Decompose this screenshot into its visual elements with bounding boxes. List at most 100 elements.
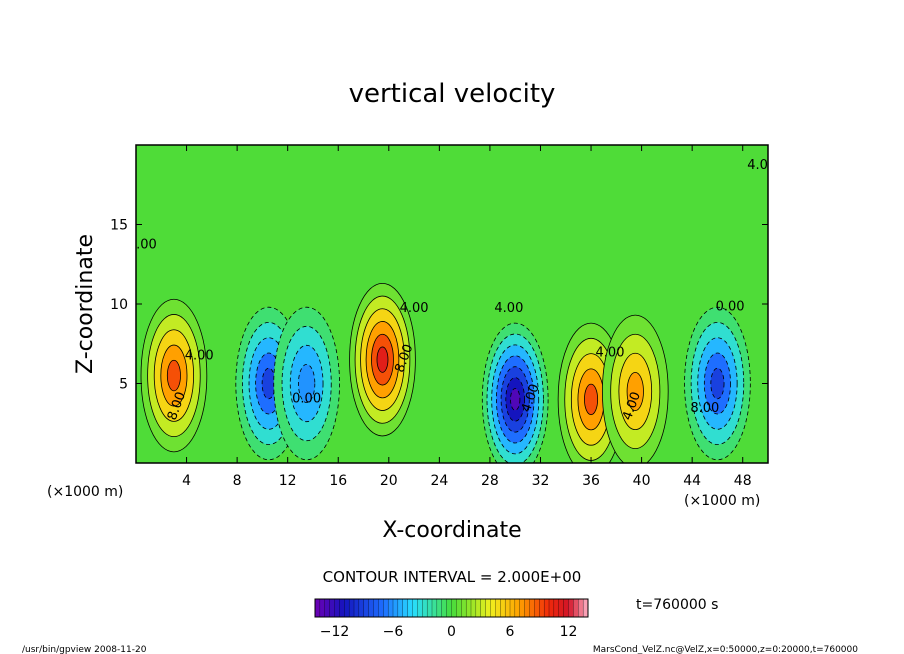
colorbar-swatch bbox=[339, 598, 345, 618]
contour-interval-text: CONTOUR INTERVAL = 2.000E+00 bbox=[323, 568, 582, 586]
colorbar-swatch bbox=[451, 598, 457, 618]
x-tick-label: 36 bbox=[582, 473, 600, 489]
colorbar-swatch bbox=[383, 598, 389, 618]
colorbar-swatch bbox=[344, 598, 350, 618]
colorbar-swatch bbox=[353, 598, 360, 618]
colorbar-swatch bbox=[348, 598, 355, 618]
colorbar-swatch bbox=[475, 598, 482, 618]
colorbar-swatch bbox=[558, 598, 565, 618]
colorbar-swatch bbox=[431, 598, 438, 618]
colorbar-swatch bbox=[563, 598, 569, 618]
y-tick-label: 5 bbox=[119, 377, 128, 393]
colorbar-tick-label: −6 bbox=[383, 624, 404, 640]
x-unit-left: (×1000 m) bbox=[47, 484, 123, 500]
colorbar-swatch bbox=[436, 598, 443, 618]
convective-cell bbox=[349, 282, 416, 437]
colorbar-swatch bbox=[392, 598, 399, 618]
colorbar-swatch bbox=[363, 598, 370, 618]
x-tick-label: 12 bbox=[279, 473, 297, 489]
colorbar-swatch bbox=[534, 598, 540, 618]
colorbar-swatch bbox=[529, 598, 535, 618]
convective-cell bbox=[273, 306, 340, 461]
colorbar-swatch bbox=[368, 598, 374, 618]
colorbar-swatch bbox=[461, 598, 467, 618]
convective-cell bbox=[140, 298, 208, 453]
y-tick-label: 15 bbox=[110, 218, 128, 234]
time-label: t=760000 s bbox=[636, 597, 718, 613]
x-unit-right: (×1000 m) bbox=[684, 493, 760, 509]
convective-cell bbox=[481, 322, 549, 463]
colorbar-swatch bbox=[412, 598, 418, 618]
colorbar-tick-label: 6 bbox=[506, 624, 515, 640]
convective-cell bbox=[684, 306, 751, 461]
x-tick-label: 40 bbox=[633, 473, 651, 489]
colorbar-swatch bbox=[417, 598, 423, 618]
x-tick-label: 16 bbox=[329, 473, 347, 489]
colorbar-swatch bbox=[539, 598, 545, 618]
contour-band bbox=[261, 367, 276, 400]
colorbar-swatch bbox=[373, 598, 379, 618]
colorbar-tick-label: 12 bbox=[560, 624, 578, 640]
colorbar-swatch bbox=[514, 598, 521, 618]
x-tick-label: 8 bbox=[233, 473, 242, 489]
colorbar-swatch bbox=[485, 598, 491, 618]
colorbar-swatch bbox=[490, 598, 496, 618]
colorbar-swatch bbox=[509, 598, 516, 618]
contour-label: 4.00 bbox=[400, 301, 429, 316]
contour-band bbox=[376, 346, 389, 373]
colorbar: −12 −6 0 6 12 bbox=[314, 598, 589, 640]
convective-cell bbox=[601, 314, 669, 463]
contour-band bbox=[298, 363, 316, 403]
colorbar-swatch bbox=[407, 598, 413, 618]
colorbar-swatch bbox=[504, 598, 511, 618]
x-tick-label: 44 bbox=[683, 473, 701, 489]
colorbar-swatch bbox=[470, 598, 477, 618]
x-axis-label: X-coordinate bbox=[382, 518, 521, 543]
colorbar-swatch bbox=[402, 598, 409, 618]
footer-right: MarsCond_VelZ.nc@VelZ,x=0:50000,z=0:2000… bbox=[593, 645, 858, 654]
contour-label: 4.00 bbox=[596, 345, 625, 360]
x-tick-label: 48 bbox=[734, 473, 752, 489]
colorbar-swatch bbox=[441, 598, 448, 618]
contour-plot-area: 0.004.008.004.008.004.004.004.004.00 8.00… bbox=[128, 144, 776, 464]
colorbar-swatch bbox=[543, 598, 550, 618]
colorbar-swatch bbox=[465, 598, 472, 618]
colorbar-swatch bbox=[446, 598, 452, 618]
colorbar-swatch bbox=[334, 598, 340, 618]
colorbar-swatch bbox=[378, 598, 384, 618]
contour-label: 4.00 bbox=[747, 158, 776, 173]
contour-label: 0.00 bbox=[716, 299, 745, 314]
contour-label: 4.00 bbox=[185, 349, 214, 364]
colorbar-swatch bbox=[548, 598, 555, 618]
footer-left: /usr/bin/gpview 2008-11-20 bbox=[22, 645, 147, 654]
contour-label: 0.00 bbox=[292, 392, 321, 407]
x-tick-label: 32 bbox=[532, 473, 550, 489]
colorbar-swatch bbox=[553, 598, 560, 618]
colorbar-swatch bbox=[480, 598, 487, 618]
colorbar-swatch bbox=[314, 598, 321, 618]
x-tick-label: 20 bbox=[380, 473, 398, 489]
y-tick-label: 10 bbox=[110, 297, 128, 313]
colorbar-frame bbox=[314, 598, 589, 618]
colorbar-swatch bbox=[578, 598, 584, 618]
colorbar-swatch bbox=[387, 598, 394, 618]
x-tick-label: 4 bbox=[182, 473, 191, 489]
contour-label: 0.00 bbox=[128, 237, 157, 252]
x-axis: 4 8 12 16 20 24 28 32 36 40 44 48 bbox=[182, 145, 752, 489]
x-tick-label: 28 bbox=[481, 473, 499, 489]
colorbar-swatch bbox=[568, 598, 574, 618]
plot-background bbox=[136, 145, 768, 463]
contour-label: 8.00 bbox=[690, 401, 719, 416]
colorbar-swatch bbox=[397, 598, 404, 618]
y-axis-label: Z-coordinate bbox=[73, 234, 98, 374]
colorbar-swatch bbox=[519, 598, 526, 618]
colorbar-ticks: −12 −6 0 6 12 bbox=[320, 624, 578, 640]
contour-band bbox=[710, 367, 725, 400]
chart-title: vertical velocity bbox=[349, 79, 556, 109]
colorbar-swatch bbox=[524, 598, 530, 618]
contour-band bbox=[510, 388, 521, 411]
contour-band bbox=[626, 371, 644, 411]
contour-band bbox=[584, 383, 599, 416]
contour-label: 4.00 bbox=[494, 301, 523, 316]
